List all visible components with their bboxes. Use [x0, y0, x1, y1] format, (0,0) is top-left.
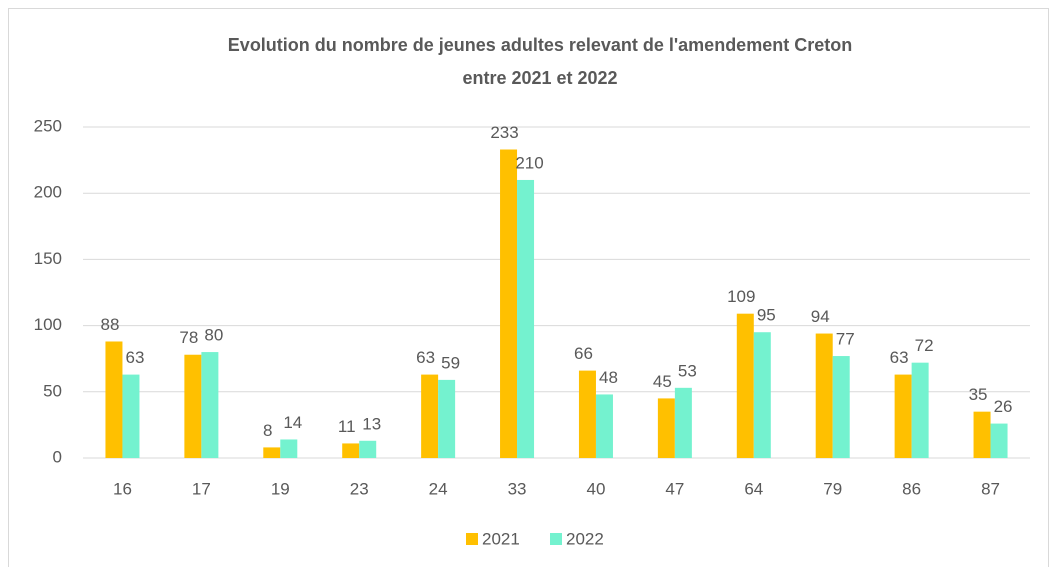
- x-tick-label: 86: [902, 479, 921, 498]
- data-label: 14: [283, 413, 302, 432]
- bar: [342, 443, 360, 458]
- x-tick-label: 17: [192, 479, 211, 498]
- y-tick-label: 50: [43, 381, 62, 400]
- bar: [595, 394, 613, 458]
- data-label: 210: [515, 153, 543, 172]
- bar: [263, 447, 281, 458]
- bar: [517, 179, 535, 458]
- y-tick-label: 0: [53, 447, 62, 466]
- bar: [753, 332, 771, 458]
- bar: [184, 354, 202, 458]
- bar: [359, 440, 377, 458]
- data-label: 63: [125, 348, 144, 367]
- x-tick-label: 16: [113, 479, 132, 498]
- bar: [438, 379, 456, 458]
- bar: [894, 374, 912, 458]
- data-label: 45: [653, 372, 672, 391]
- x-tick-label: 64: [744, 479, 763, 498]
- data-label: 8: [263, 421, 272, 440]
- data-label: 80: [204, 326, 223, 345]
- data-label: 63: [890, 348, 909, 367]
- legend-label: 2022: [566, 529, 604, 548]
- y-tick-label: 200: [34, 183, 62, 202]
- x-tick-label: 33: [508, 479, 527, 498]
- data-label: 63: [416, 348, 435, 367]
- bar: [815, 333, 833, 458]
- data-label: 59: [441, 353, 460, 372]
- legend-swatch: [466, 533, 478, 545]
- data-label: 95: [757, 306, 776, 325]
- data-label: 94: [811, 307, 830, 326]
- data-label: 66: [574, 344, 593, 363]
- x-tick-label: 19: [271, 479, 290, 498]
- bar: [657, 398, 675, 458]
- bar: [122, 374, 140, 458]
- data-label: 13: [362, 414, 381, 433]
- legend-label: 2021: [482, 529, 520, 548]
- bar: [105, 341, 123, 458]
- legend-swatch: [550, 533, 562, 545]
- bar: [280, 439, 298, 458]
- x-tick-label: 24: [429, 479, 448, 498]
- x-tick-label: 87: [981, 479, 1000, 498]
- data-label: 72: [915, 336, 934, 355]
- chart-title: Evolution du nombre de jeunes adultes re…: [228, 35, 852, 55]
- bar: [973, 411, 991, 458]
- y-tick-label: 100: [34, 315, 62, 334]
- data-label: 53: [678, 361, 697, 380]
- data-label: 26: [994, 397, 1013, 416]
- data-label: 48: [599, 368, 618, 387]
- bar: [990, 423, 1008, 458]
- y-tick-label: 150: [34, 249, 62, 268]
- data-label: 11: [338, 417, 356, 436]
- bar: [578, 370, 596, 458]
- chart-title: entre 2021 et 2022: [462, 68, 617, 88]
- bar: [500, 149, 518, 458]
- bar: [201, 352, 219, 458]
- y-tick-label: 250: [34, 116, 62, 135]
- bar: [674, 387, 692, 458]
- x-tick-label: 23: [350, 479, 369, 498]
- data-label: 35: [969, 385, 988, 404]
- data-label: 109: [727, 287, 755, 306]
- x-tick-label: 40: [586, 479, 605, 498]
- bar: [736, 313, 754, 458]
- bar: [911, 362, 929, 458]
- bar: [832, 356, 850, 458]
- data-label: 233: [490, 123, 518, 142]
- data-label: 88: [100, 315, 119, 334]
- data-label: 77: [836, 330, 855, 349]
- bar: [421, 374, 439, 458]
- data-label: 78: [179, 328, 198, 347]
- x-tick-label: 47: [665, 479, 684, 498]
- x-tick-label: 79: [823, 479, 842, 498]
